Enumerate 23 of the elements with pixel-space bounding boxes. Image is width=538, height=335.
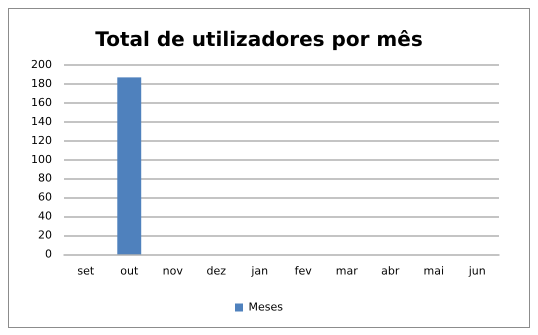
x-tick-label: mar [336, 264, 358, 278]
x-tick-label: set [77, 264, 95, 278]
x-tick-label: abr [381, 264, 400, 278]
y-tick-label: 40 [38, 210, 52, 223]
x-tick-label: mai [423, 264, 444, 278]
y-tick-label: 60 [38, 190, 52, 204]
x-tick-label: jun [468, 264, 486, 278]
y-tick-label: 0 [44, 248, 52, 261]
y-tick-label: 80 [38, 172, 52, 185]
y-tick-label: 160 [30, 96, 52, 109]
x-tick-label: nov [162, 264, 184, 278]
y-tick-label: 100 [30, 152, 52, 166]
y-tick-label: 180 [30, 76, 52, 90]
legend-label: Meses [248, 300, 284, 314]
y-tick-label: 20 [38, 228, 52, 242]
chart-title: Total de utilizadores por mês [95, 27, 423, 52]
x-tick-label: dez [206, 264, 226, 278]
y-tick-label: 120 [30, 134, 52, 147]
x-tick-label: jan [250, 264, 268, 278]
y-tick-label: 140 [30, 114, 52, 128]
x-tick-label: fev [294, 264, 312, 278]
x-tick-label: out [120, 264, 139, 278]
y-tick-label: 200 [30, 58, 52, 71]
